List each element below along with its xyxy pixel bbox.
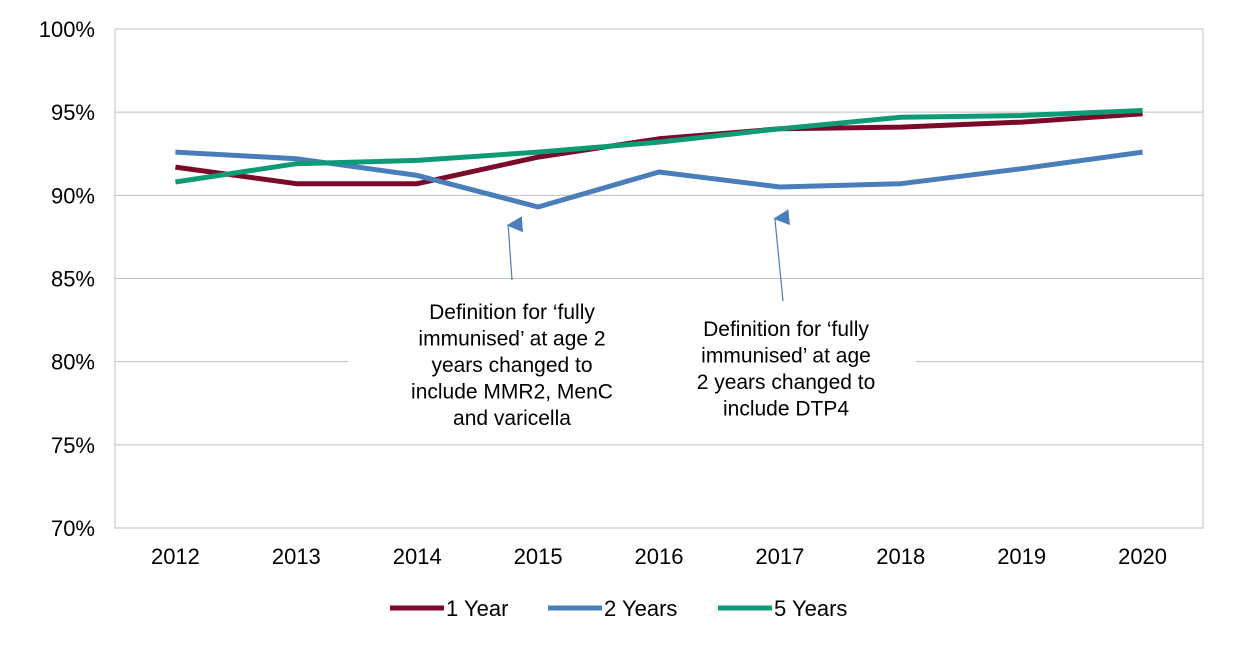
x-tick-label: 2012 — [151, 544, 200, 569]
y-tick-label: 85% — [51, 267, 95, 292]
series-line-3 — [175, 108, 1143, 185]
x-tick-label: 2014 — [393, 544, 442, 569]
annotation-text-line: and varicella — [453, 407, 571, 430]
legend: 1 Year 2 Years 5 Years — [390, 596, 847, 621]
x-tick-label: 2019 — [997, 544, 1046, 569]
x-tick-label: 2018 — [876, 544, 925, 569]
x-tick-label: 2020 — [1118, 544, 1167, 569]
annotations: Definition for ‘fully immunised’ at age 2… — [348, 209, 916, 444]
annotation-text-line: include DTP4 — [723, 398, 849, 421]
legend-label-1: 1 Year — [446, 596, 508, 621]
annotation-text-line: years changed to — [431, 354, 592, 377]
series-line-2 — [175, 149, 1143, 210]
x-tick-label: 2015 — [514, 544, 563, 569]
annotation-text-line: 2 years changed to — [697, 371, 876, 394]
annotation-box — [676, 310, 916, 434]
y-tick-label: 100% — [39, 17, 95, 42]
annotation-text-line: immunised’ at age 2 — [418, 328, 605, 351]
annotation-box — [348, 293, 676, 444]
y-tick-label: 80% — [51, 350, 95, 375]
annotation-text-line: Definition for ‘fully — [429, 301, 595, 324]
gridlines — [115, 28, 1203, 529]
y-tick-label: 75% — [51, 433, 95, 458]
y-axis-labels: 70% 75% 80% 85% 90% 95% 100% — [39, 17, 95, 541]
y-tick-label: 90% — [51, 183, 95, 208]
y-tick-label: 95% — [51, 100, 95, 125]
x-tick-label: 2017 — [755, 544, 804, 569]
x-axis-labels: 2012 2013 2014 2015 2016 2017 2018 2019 2020 — [151, 544, 1167, 569]
plot-area-border — [114, 28, 1204, 529]
x-tick-label: 2016 — [635, 544, 684, 569]
series-lines — [175, 108, 1143, 210]
y-tick-label: 70% — [51, 516, 95, 541]
annotation-text-line: immunised’ at age — [701, 345, 871, 368]
legend-label-3: 5 Years — [774, 596, 847, 621]
x-tick-label: 2013 — [272, 544, 321, 569]
series-line-1 — [175, 111, 1143, 187]
annotation-text-line: include MMR2, MenC — [411, 381, 613, 404]
annotation-text-line: Definition for ‘fully — [703, 318, 869, 341]
annotation-arrow — [773, 209, 791, 302]
annotation-arrow — [506, 216, 524, 281]
legend-label-2: 2 Years — [604, 596, 677, 621]
